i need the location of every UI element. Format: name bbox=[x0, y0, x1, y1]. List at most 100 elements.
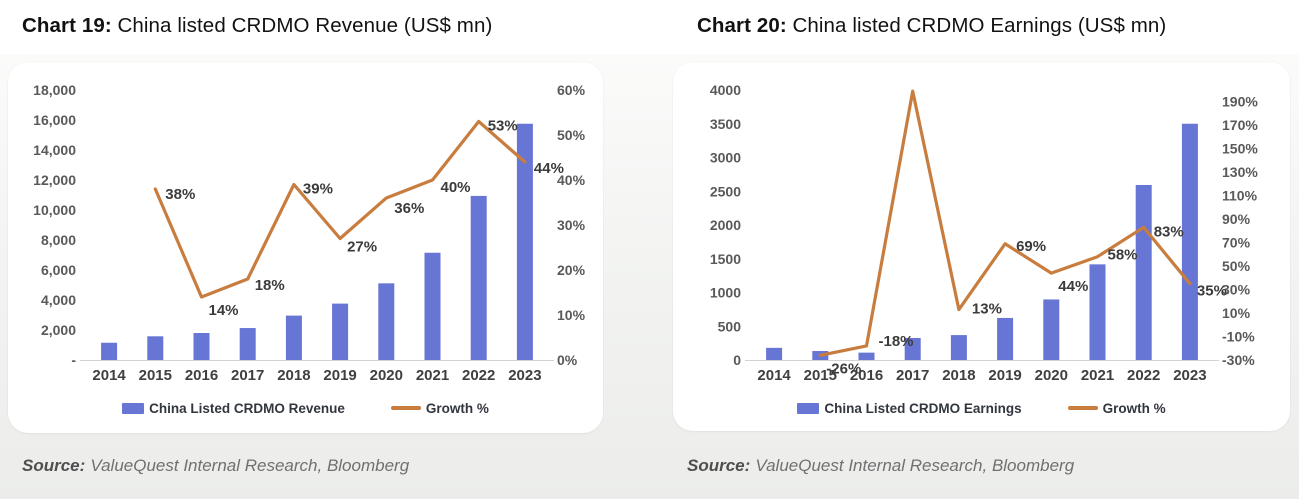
x-axis-label: 2014 bbox=[92, 367, 126, 384]
left-axis-tick-label: 10,000 bbox=[33, 202, 76, 218]
bar-2020 bbox=[378, 283, 395, 360]
right-axis-tick-label: 50% bbox=[557, 127, 586, 143]
bar-2018 bbox=[285, 315, 302, 360]
bar-2022 bbox=[470, 195, 487, 360]
right-axis-tick-label: 190% bbox=[1222, 94, 1258, 110]
line-series-label: Growth % bbox=[425, 400, 489, 416]
line-series-swatch bbox=[390, 406, 421, 410]
revenue-chart-plot: 18,000 16,000 14,000 12,000 10,000 8,000 6,000… bbox=[33, 82, 586, 384]
x-axis-label: 2017 bbox=[896, 367, 929, 384]
x-axis-label: 2021 bbox=[1081, 367, 1114, 384]
bar-2017 bbox=[239, 328, 256, 360]
left-axis-tick-label: 1500 bbox=[710, 251, 741, 267]
left-axis-tick-label: 4000 bbox=[710, 82, 741, 98]
growth-data-label-2022: 83% bbox=[1154, 223, 1184, 240]
left-axis-tick-label: 4,000 bbox=[41, 292, 76, 308]
x-axis-label: 2023 bbox=[508, 367, 541, 384]
left-axis-tick-label: 1000 bbox=[710, 285, 741, 301]
right-axis-tick-label: 60% bbox=[557, 82, 586, 98]
earnings-chart-legend: China Listed CRDMO Earnings Growth % bbox=[673, 398, 1290, 418]
source-note-left: Source: ValueQuest Internal Research, Blo… bbox=[22, 456, 409, 476]
bar-2014 bbox=[766, 347, 783, 360]
bar-2023 bbox=[1181, 123, 1198, 360]
x-axis-label: 2019 bbox=[323, 367, 356, 384]
right-axis-tick-label: 90% bbox=[1222, 211, 1251, 227]
left-axis-tick-label: 14,000 bbox=[33, 142, 76, 158]
x-axis-label: 2023 bbox=[1173, 367, 1206, 384]
growth-data-label-2017: 18% bbox=[255, 277, 285, 294]
bar-2018 bbox=[950, 335, 967, 360]
legend-item-growth: Growth % bbox=[390, 400, 489, 416]
growth-data-label-2019: 27% bbox=[347, 239, 377, 256]
left-axis-tick-label: 3500 bbox=[710, 116, 741, 132]
bar-2021 bbox=[1089, 264, 1106, 360]
right-axis-tick-label: 170% bbox=[1222, 117, 1258, 133]
bar-2016 bbox=[193, 333, 210, 360]
x-axis-label: 2016 bbox=[850, 367, 883, 384]
x-axis-label: 2021 bbox=[416, 367, 449, 384]
right-axis-tick-label: 10% bbox=[1222, 305, 1251, 321]
earnings-chart-plot: 4000 3500 3000 2500 2000 1500 1000 500 0 190% 170%… bbox=[710, 82, 1259, 384]
x-axis-label: 2016 bbox=[185, 367, 218, 384]
left-axis-tick-label: 2000 bbox=[710, 217, 741, 233]
left-axis-tick-label: 3000 bbox=[710, 150, 741, 166]
bar-series-swatch bbox=[122, 402, 145, 414]
growth-data-label-2016: -18% bbox=[879, 333, 914, 350]
x-axis-label: 2022 bbox=[462, 367, 495, 384]
legend-item-revenue: China Listed CRDMO Revenue bbox=[122, 401, 345, 416]
revenue-chart-card: 18,000 16,000 14,000 12,000 10,000 8,000 6,000… bbox=[8, 62, 603, 433]
x-axis-label: 2019 bbox=[988, 367, 1021, 384]
source-text: ValueQuest Internal Research, Bloomberg bbox=[90, 456, 410, 475]
x-axis-label: 2015 bbox=[139, 367, 172, 384]
right-axis-tick-label: -30% bbox=[1222, 352, 1255, 368]
x-axis-label: 2020 bbox=[370, 367, 403, 384]
x-axis-label: 2018 bbox=[942, 367, 975, 384]
chart-19-title-text: China listed CRDMO Revenue (US$ mn) bbox=[117, 14, 493, 37]
left-axis-tick-label: 6,000 bbox=[41, 262, 76, 278]
growth-data-label-2016: 14% bbox=[209, 302, 239, 319]
bar-series-label: China Listed CRDMO Earnings bbox=[824, 400, 1022, 416]
left-axis-tick-label: 2,000 bbox=[41, 322, 76, 338]
right-axis-tick-label: 10% bbox=[557, 307, 586, 323]
source-label: Source: bbox=[22, 456, 86, 475]
x-axis-label: 2018 bbox=[277, 367, 310, 384]
left-axis-tick-label: 8,000 bbox=[41, 232, 76, 248]
right-axis-tick-label: 20% bbox=[557, 262, 586, 278]
bar-2021 bbox=[424, 252, 441, 360]
growth-data-label-2020: 36% bbox=[394, 200, 424, 217]
chart-20-title-text: China listed CRDMO Earnings (US$ mn) bbox=[792, 14, 1167, 37]
chart-19-title: Chart 19: China listed CRDMO Revenue (US$… bbox=[22, 12, 492, 40]
earnings-chart-card: 4000 3500 3000 2500 2000 1500 1000 500 0 190% 170%… bbox=[673, 62, 1290, 431]
left-axis-tick-label: 16,000 bbox=[33, 112, 76, 128]
x-axis-label: 2017 bbox=[231, 367, 264, 384]
chart-19-title-prefix: Chart 19: bbox=[22, 14, 112, 37]
right-axis-tick-label: 130% bbox=[1222, 164, 1258, 180]
right-axis-tick-label: 110% bbox=[1222, 188, 1258, 204]
left-axis-tick-label: 0 bbox=[733, 352, 741, 368]
right-axis-tick-label: 70% bbox=[1222, 235, 1251, 251]
growth-data-label-2021: 40% bbox=[441, 179, 471, 196]
right-axis-tick-label: 150% bbox=[1222, 141, 1258, 157]
growth-data-label-2019: 69% bbox=[1016, 238, 1046, 255]
right-axis-tick-label: 50% bbox=[1222, 258, 1251, 274]
growth-data-label-2018: 39% bbox=[303, 181, 333, 198]
source-note-right: Source: ValueQuest Internal Research, Blo… bbox=[687, 456, 1074, 476]
left-axis-tick-label: - bbox=[71, 352, 76, 368]
right-axis-tick-label: 30% bbox=[557, 217, 586, 233]
right-axis-tick-label: 0% bbox=[557, 352, 578, 368]
bar-2019 bbox=[332, 303, 349, 360]
right-axis-tick-label: 40% bbox=[557, 172, 586, 188]
line-series-label: Growth % bbox=[1102, 400, 1166, 416]
growth-data-label-2023: 44% bbox=[534, 160, 564, 177]
left-axis-tick-label: 18,000 bbox=[33, 82, 76, 98]
x-axis-label: 2020 bbox=[1035, 367, 1068, 384]
growth-data-label-2023: 35% bbox=[1197, 283, 1227, 300]
growth-line bbox=[153, 119, 527, 299]
bar-series-swatch bbox=[797, 402, 820, 414]
left-axis-tick-label: 500 bbox=[718, 318, 742, 334]
growth-data-label-2021: 58% bbox=[1108, 247, 1138, 264]
bar-2015 bbox=[147, 336, 164, 360]
chart-20-title-prefix: Chart 20: bbox=[697, 14, 787, 37]
bar-2020 bbox=[1043, 299, 1060, 360]
x-axis-label: 2014 bbox=[757, 367, 791, 384]
